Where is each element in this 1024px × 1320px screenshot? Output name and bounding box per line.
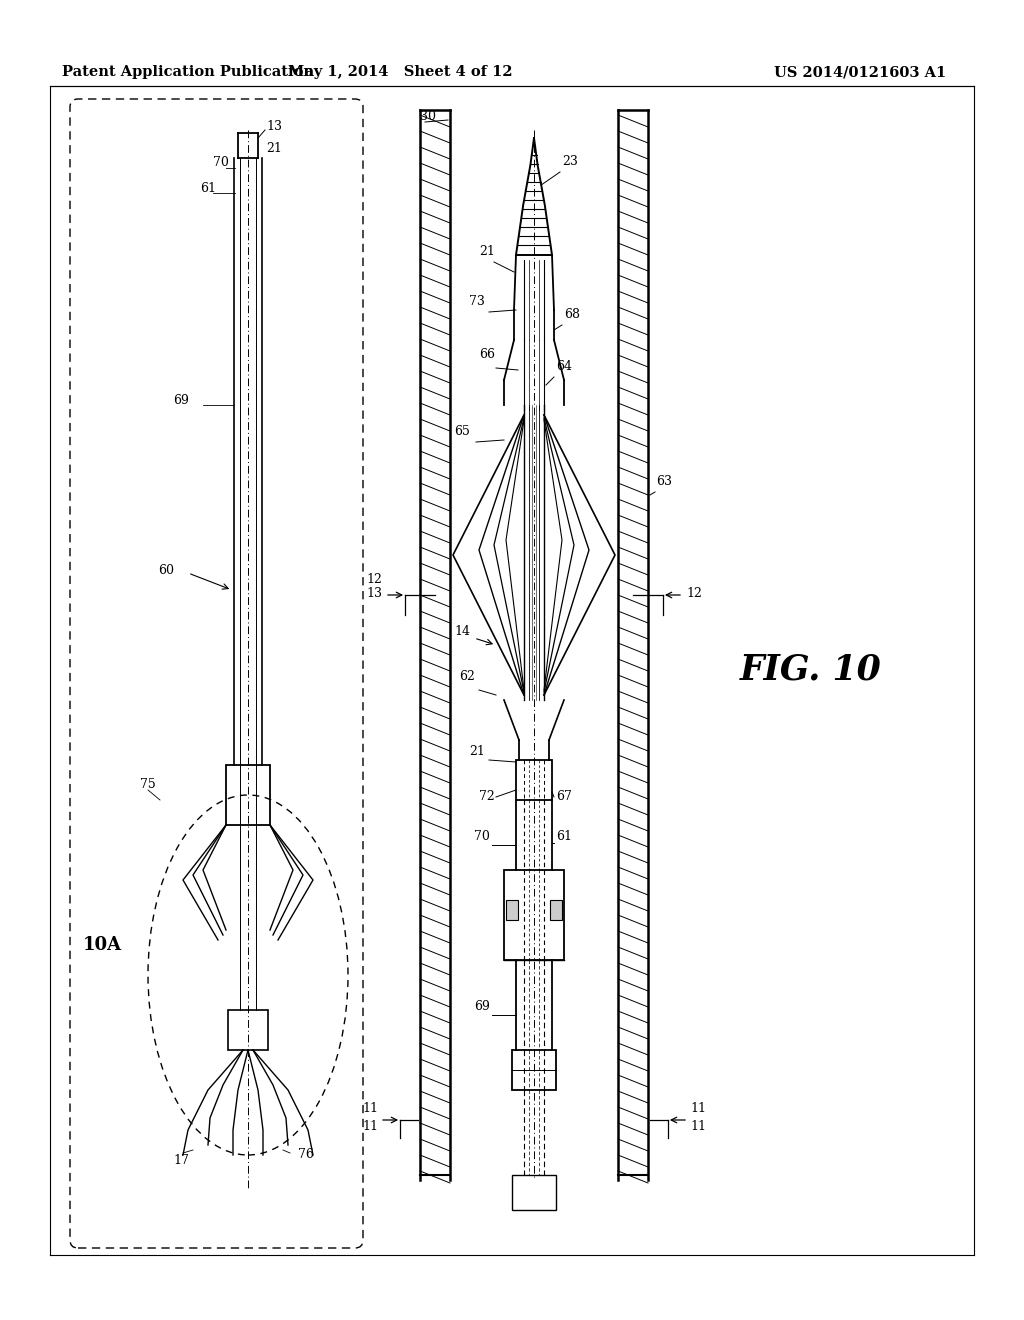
- Text: 11: 11: [362, 1102, 378, 1115]
- Text: 13: 13: [266, 120, 282, 133]
- Text: 66: 66: [479, 348, 495, 360]
- Text: 30: 30: [420, 110, 436, 123]
- Text: 13: 13: [366, 587, 382, 601]
- Text: 23: 23: [562, 154, 578, 168]
- Text: 72: 72: [479, 789, 495, 803]
- Text: 60: 60: [158, 564, 174, 577]
- Text: 75: 75: [140, 779, 156, 792]
- Text: US 2014/0121603 A1: US 2014/0121603 A1: [774, 65, 946, 79]
- Text: 70: 70: [474, 830, 489, 843]
- Text: 67: 67: [556, 789, 571, 803]
- Text: 62: 62: [459, 671, 475, 682]
- Text: 21: 21: [479, 246, 495, 257]
- Text: 61: 61: [200, 181, 216, 194]
- FancyBboxPatch shape: [550, 900, 562, 920]
- Text: 11: 11: [690, 1119, 706, 1133]
- Text: 11: 11: [690, 1102, 706, 1115]
- FancyBboxPatch shape: [228, 1010, 268, 1049]
- FancyBboxPatch shape: [512, 1049, 556, 1090]
- Text: 17: 17: [173, 1154, 188, 1167]
- Text: 73: 73: [469, 294, 485, 308]
- Text: Patent Application Publication: Patent Application Publication: [62, 65, 314, 79]
- FancyBboxPatch shape: [226, 766, 270, 825]
- Text: FIG. 10: FIG. 10: [740, 653, 882, 686]
- Text: May 1, 2014   Sheet 4 of 12: May 1, 2014 Sheet 4 of 12: [288, 65, 512, 79]
- Text: 61: 61: [556, 830, 572, 843]
- Text: 65: 65: [454, 425, 470, 438]
- Text: 21: 21: [266, 141, 282, 154]
- Text: 64: 64: [556, 360, 572, 374]
- FancyBboxPatch shape: [504, 870, 564, 960]
- Text: 14: 14: [454, 624, 470, 638]
- Text: 12: 12: [367, 573, 382, 586]
- Text: 69: 69: [173, 393, 188, 407]
- Text: 10A: 10A: [83, 936, 122, 954]
- Text: 11: 11: [362, 1119, 378, 1133]
- Text: 70: 70: [213, 157, 229, 169]
- Text: 68: 68: [564, 308, 580, 321]
- FancyBboxPatch shape: [506, 900, 518, 920]
- Text: 69: 69: [474, 1001, 489, 1012]
- Text: 21: 21: [469, 744, 485, 758]
- FancyBboxPatch shape: [516, 760, 552, 800]
- Text: 12: 12: [686, 587, 701, 601]
- Text: 76: 76: [298, 1148, 314, 1162]
- Text: 63: 63: [656, 475, 672, 488]
- FancyBboxPatch shape: [512, 1175, 556, 1210]
